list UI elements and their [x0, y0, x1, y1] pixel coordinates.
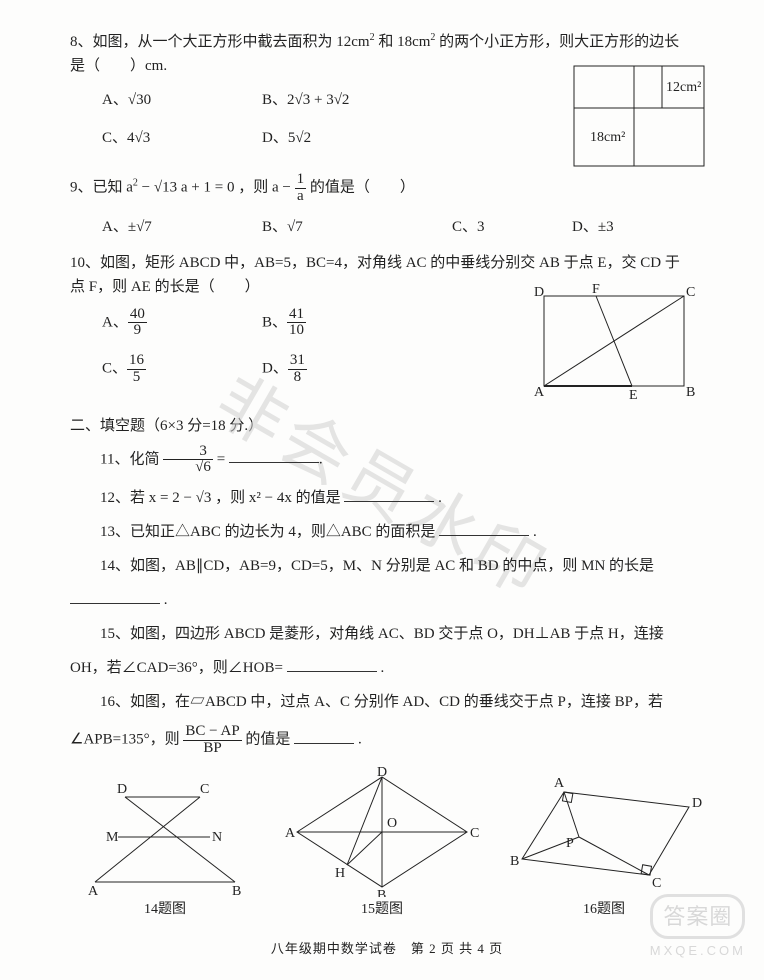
q8-stem: 8、如图，从一个大正方形中截去面积为 12cm2 和 18cm2 的两个小正方形…: [70, 30, 704, 54]
blank-13: [439, 522, 529, 537]
fig16-B: B: [510, 854, 519, 869]
fig15-C: C: [470, 826, 479, 841]
q10-label-E: E: [629, 388, 638, 401]
fig14-M: M: [106, 830, 119, 845]
q10-label-D: D: [534, 285, 544, 300]
fig14-A: A: [88, 884, 99, 897]
q10-label-F: F: [592, 282, 600, 297]
fig15-O: O: [387, 816, 397, 831]
question-15b: OH，若∠CAD=36°，则∠HOB= .: [70, 656, 704, 680]
q10-opt-a: A、409: [102, 307, 262, 340]
fig16-C: C: [652, 876, 661, 891]
fig15-A: A: [285, 826, 296, 841]
section-2-title: 二、填空题（6×3 分=18 分.）: [70, 414, 704, 438]
question-9: 9、已知 a2 − √13 a + 1 = 0 ，则 a − 1a 的值是（ ）…: [70, 172, 704, 239]
question-10: 10、如图，矩形 ABCD 中，AB=5，BC=4，对角线 AC 的中垂线分别交…: [70, 251, 704, 386]
question-12: 12、若 x = 2 − √3 ，则 x² − 4x 的值是 .: [70, 486, 704, 510]
q9-opt-d: D、±3: [572, 215, 692, 239]
blank-15: [287, 658, 377, 673]
q10-opt-b: B、4110: [262, 307, 382, 340]
q10-stem-1: 10、如图，矩形 ABCD 中，AB=5，BC=4，对角线 AC 的中垂线分别交…: [70, 251, 704, 275]
fig14-N: N: [212, 830, 222, 845]
q10-label-C: C: [686, 285, 695, 300]
q8-diagram: 12cm² 18cm²: [564, 58, 714, 176]
q9-opt-b: B、√7: [262, 215, 452, 239]
blank-11: [229, 449, 319, 464]
question-11: 11、化简 3√6 = .: [70, 444, 704, 477]
q9-stem: 9、已知 a2 − √13 a + 1 = 0 ，则 a − 1a 的值是（ ）: [70, 172, 704, 205]
fig15-D: D: [377, 767, 387, 780]
blank-12: [344, 488, 434, 503]
question-13: 13、已知正△ABC 的边长为 4，则△ABC 的面积是 .: [70, 520, 704, 544]
figures-row: A B C D M N 14题图 A B C D O H: [70, 767, 704, 921]
question-14b: .: [70, 588, 704, 612]
q8-opt-d: D、5√2: [262, 126, 382, 150]
blank-16: [294, 729, 354, 744]
q8-opt-a: A、√30: [102, 88, 262, 112]
q10-label-A: A: [534, 385, 545, 400]
q10-label-B: B: [686, 385, 695, 400]
question-14: 14、如图，AB∥CD，AB=9，CD=5，M、N 分别是 AC 和 BD 的中…: [70, 554, 704, 578]
question-16a: 16、如图，在▱ABCD 中，过点 A、C 分别作 AD、CD 的垂线交于点 P…: [70, 690, 704, 714]
fig16-P: P: [566, 836, 574, 851]
q10-opt-d: D、318: [262, 353, 382, 386]
figure-14: A B C D M N 14题图: [70, 767, 260, 921]
fig15-H: H: [335, 866, 345, 881]
q10-opt-c: C、165: [102, 353, 262, 386]
q10-diagram: A B C D E F: [524, 281, 704, 401]
q8-opt-b: B、2√3 + 3√2: [262, 88, 382, 112]
fig16-D: D: [692, 796, 702, 811]
question-8: 12cm² 18cm² 8、如图，从一个大正方形中截去面积为 12cm2 和 1…: [70, 30, 704, 150]
fig16-A: A: [554, 776, 565, 791]
fig15-caption: 15题图: [277, 899, 487, 921]
q8-opt-c: C、4√3: [102, 126, 262, 150]
q8-cell-18: 18cm²: [590, 130, 625, 145]
q9-opt-a: A、±√7: [102, 215, 262, 239]
question-16b: ∠APB=135°，则 BC − APBP 的值是 .: [70, 724, 704, 757]
fig14-B: B: [232, 884, 241, 897]
q8-cell-12: 12cm²: [666, 80, 701, 95]
fig14-D: D: [117, 782, 127, 797]
fig15-B: B: [377, 888, 386, 897]
fig14-caption: 14题图: [70, 899, 260, 921]
fig14-C: C: [200, 782, 209, 797]
figure-15: A B C D O H 15题图: [277, 767, 487, 921]
q9-opt-c: C、3: [452, 215, 572, 239]
exam-page: 非会员水印 12cm² 18cm² 8、如图，从一个大正方形中截去面积为 12c…: [0, 0, 764, 980]
page-footer: 八年级期中数学试卷 第 2 页 共 4 页: [70, 939, 704, 960]
question-15a: 15、如图，四边形 ABCD 是菱形，对角线 AC、BD 交于点 O，DH⊥AB…: [70, 622, 704, 646]
blank-14: [70, 590, 160, 605]
corner-watermark: 答案圈 MXQE.COM: [650, 894, 746, 962]
